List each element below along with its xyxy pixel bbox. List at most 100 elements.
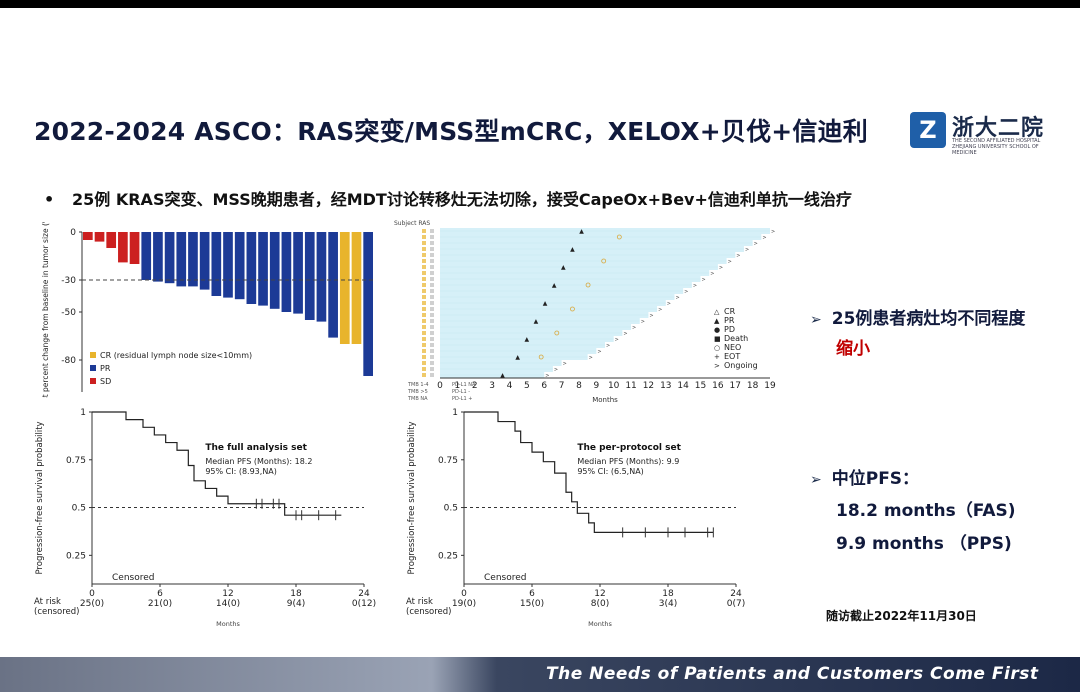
waterfall-bar (234, 232, 245, 300)
ras-cell (422, 265, 426, 269)
tmb-cell (430, 235, 434, 239)
y-tick-label: -80 (61, 356, 76, 366)
legend-label: PD (724, 325, 735, 334)
hospital-logo: Z 浙大二院 THE SECOND AFFILIATED HOSPITAL ZH… (908, 108, 1058, 156)
ongoing-marker: > (736, 253, 740, 259)
bottom-legend-label: TMB 1-4 (407, 382, 429, 388)
ras-cell (422, 325, 426, 329)
x-tick-label: 5 (524, 381, 530, 391)
y-tick-label: -50 (61, 308, 76, 318)
legend-label: NEO (724, 343, 741, 352)
y-tick-label: 0.25 (66, 551, 86, 561)
legend-label: Death (724, 334, 748, 343)
footer-bar (0, 657, 1080, 692)
at-risk-value: 0(7) (727, 599, 745, 609)
neo-marker (538, 354, 544, 360)
legend-symbol: ● (714, 326, 720, 334)
waterfall-bar (258, 232, 268, 306)
km-annotation: Median PFS (Months): 18.2 (205, 457, 312, 466)
y-tick-label: 0.75 (438, 456, 458, 466)
ras-cell (422, 259, 426, 263)
legend-label: EOT (724, 352, 740, 361)
tmb-cell (430, 301, 434, 305)
ongoing-marker: > (623, 331, 627, 337)
y-tick-label: -30 (61, 276, 76, 286)
x-tick-label: 13 (660, 381, 671, 391)
logo-subtitle: THE SECOND AFFILIATED HOSPITAL ZHEJIANG … (952, 138, 1041, 156)
tmb-cell (430, 313, 434, 317)
at-risk-value: 25(0) (80, 599, 104, 609)
km-title: The full analysis set (205, 443, 307, 453)
point-pfs: ➢ 中位PFS： (810, 464, 919, 489)
ongoing-marker: > (649, 313, 653, 319)
waterfall-bar (129, 232, 140, 264)
ras-cell (422, 229, 426, 233)
tmb-cell (430, 241, 434, 245)
waterfall-bar (246, 232, 257, 304)
tmb-cell (430, 265, 434, 269)
ras-cell (422, 271, 426, 275)
x-tick-label: 6 (541, 381, 547, 391)
tmb-cell (430, 289, 434, 293)
waterfall-bar (316, 232, 327, 322)
pr-marker: ▲ (500, 372, 505, 379)
y-tick-label: 1 (452, 408, 458, 418)
logo-name: 浙大二院 (952, 115, 1045, 141)
x-tick-label: 6 (157, 589, 163, 599)
waterfall-bar (106, 232, 117, 248)
ongoing-marker: > (710, 271, 714, 277)
legend-label: CR (724, 307, 736, 316)
legend-swatch (90, 365, 96, 371)
waterfall-bar (351, 232, 362, 344)
ras-cell (422, 277, 426, 281)
pr-marker: ▲ (552, 282, 557, 289)
at-risk-value: 9(4) (287, 599, 305, 609)
x-tick-label: 17 (730, 381, 741, 391)
bullet-point: • 25例 KRAS突变、MSS晚期患者，经MDT讨论转移灶无法切除，接受Cape… (44, 186, 852, 210)
km-curve (92, 411, 342, 516)
neo-marker (585, 282, 591, 288)
x-tick-label: 16 (712, 381, 724, 391)
ras-cell (422, 343, 426, 347)
x-tick-label: 7 (559, 381, 565, 391)
tmb-cell (430, 271, 434, 275)
x-tick-label: 10 (608, 381, 620, 391)
point-response-line2: 缩小 (836, 339, 870, 359)
tmb-cell (430, 247, 434, 251)
waterfall-bar (188, 232, 198, 287)
x-tick-label: 19 (764, 381, 776, 391)
at-risk-value: 0(12) (352, 599, 376, 609)
tmb-cell (430, 229, 434, 233)
point-response: ➢ 25例患者病灶均不同程度 (810, 304, 1025, 329)
bottom-legend-label: PD-L1 - (452, 389, 470, 395)
x-tick-label: 0 (437, 381, 443, 391)
x-tick-label: 0 (461, 589, 467, 599)
censored-label: Censored (484, 573, 526, 583)
pfs-fas: 18.2 months（FAS) (836, 501, 1016, 521)
at-risk-value: 8(0) (591, 599, 609, 609)
x-tick-label: 8 (576, 381, 582, 391)
ongoing-marker: > (545, 373, 549, 379)
at-risk-value: 19(0) (452, 599, 476, 609)
x-tick-label: 18 (747, 381, 759, 391)
ongoing-marker: > (745, 247, 749, 253)
at-risk-label: (censored) (34, 607, 79, 617)
tmb-cell (430, 277, 434, 281)
waterfall-bar (211, 232, 222, 296)
at-risk-value: 14(0) (216, 599, 240, 609)
ongoing-marker: > (667, 301, 671, 307)
neo-marker (570, 306, 575, 312)
ongoing-marker: > (554, 367, 558, 373)
waterfall-bar (83, 232, 93, 240)
ras-cell (422, 349, 426, 353)
waterfall-bar (94, 232, 105, 242)
x-tick-label: 14 (677, 381, 689, 391)
at-risk-label: At risk (34, 597, 61, 607)
legend-label: CR (residual lymph node size<10mm) (100, 351, 252, 360)
bottom-legend-label: PD-L1 + (452, 396, 472, 402)
waterfall-bar (199, 232, 210, 290)
legend-symbol: ▲ (714, 317, 720, 325)
ongoing-marker: > (719, 265, 723, 271)
legend-symbol: > (714, 362, 720, 370)
ras-cell (422, 367, 426, 371)
